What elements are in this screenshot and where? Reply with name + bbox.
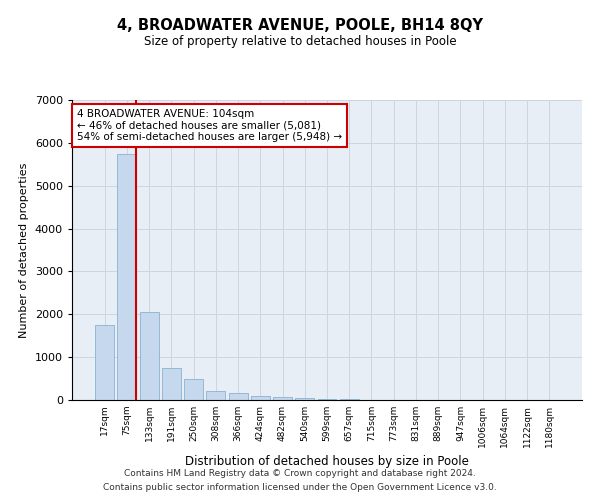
Bar bbox=[273, 398, 292, 400]
X-axis label: Distribution of detached houses by size in Poole: Distribution of detached houses by size … bbox=[185, 456, 469, 468]
Bar bbox=[140, 312, 158, 400]
Text: 4 BROADWATER AVENUE: 104sqm
← 46% of detached houses are smaller (5,081)
54% of : 4 BROADWATER AVENUE: 104sqm ← 46% of det… bbox=[77, 109, 342, 142]
Bar bbox=[340, 398, 359, 400]
Text: Contains HM Land Registry data © Crown copyright and database right 2024.: Contains HM Land Registry data © Crown c… bbox=[124, 468, 476, 477]
Bar bbox=[95, 325, 114, 400]
Text: 4, BROADWATER AVENUE, POOLE, BH14 8QY: 4, BROADWATER AVENUE, POOLE, BH14 8QY bbox=[117, 18, 483, 32]
Y-axis label: Number of detached properties: Number of detached properties bbox=[19, 162, 29, 338]
Bar bbox=[118, 154, 136, 400]
Bar bbox=[229, 392, 248, 400]
Bar bbox=[206, 390, 225, 400]
Bar bbox=[317, 398, 337, 400]
Bar bbox=[184, 380, 203, 400]
Bar bbox=[162, 368, 181, 400]
Text: Contains public sector information licensed under the Open Government Licence v3: Contains public sector information licen… bbox=[103, 484, 497, 492]
Bar bbox=[295, 398, 314, 400]
Bar bbox=[251, 396, 270, 400]
Text: Size of property relative to detached houses in Poole: Size of property relative to detached ho… bbox=[143, 35, 457, 48]
